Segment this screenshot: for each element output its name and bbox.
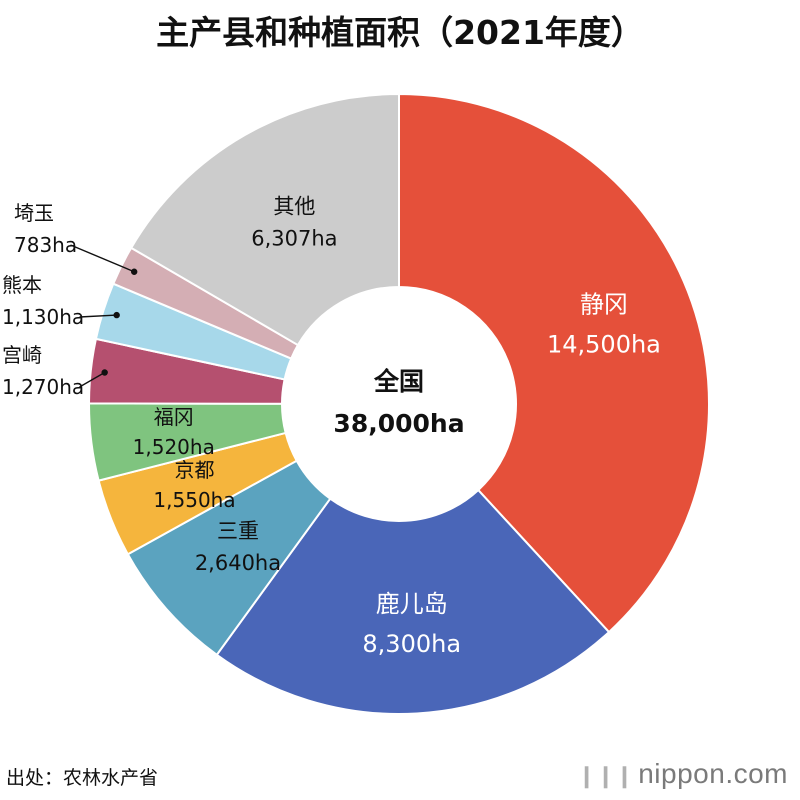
- slice-name-label: 熊本: [2, 273, 42, 297]
- slice-name-label: 京都: [175, 458, 215, 482]
- slice-value-label: 1,130ha: [2, 305, 84, 329]
- slice-name-label: 鹿儿岛: [376, 590, 448, 618]
- source-note: 出处：农林水产省: [6, 767, 159, 789]
- slice-1: [398, 92, 710, 634]
- center-label: 全国: [373, 367, 424, 396]
- slice-value-label: 1,550ha: [153, 488, 235, 512]
- slice-name-label: 静冈: [580, 290, 628, 318]
- leader-dot: [101, 369, 108, 376]
- slice-name-label: 其他: [273, 194, 315, 218]
- slice-value-label: 783ha: [14, 233, 77, 257]
- leader-line: [79, 314, 117, 318]
- slice-value-label: 14,500ha: [547, 330, 661, 358]
- leader-dot: [113, 311, 120, 319]
- center-total-label: 38,000ha: [333, 409, 464, 438]
- brand-name: nippon.com: [638, 758, 788, 789]
- leader-dot: [130, 268, 138, 275]
- slice-name-label: 三重: [217, 519, 259, 543]
- leader-line-group: [70, 244, 138, 388]
- slice-name-label: 福冈: [154, 405, 194, 429]
- slice-value-label: 2,640ha: [195, 551, 281, 575]
- slice-value-label: 6,307ha: [251, 226, 337, 250]
- leader-line: [79, 371, 106, 388]
- slice-value-label: 8,300ha: [362, 630, 461, 658]
- label-group: 静冈 14,500ha 鹿儿岛 8,300ha 三重 2,640ha 京都 1,550ha 福冈…: [2, 194, 661, 658]
- brand-logo[interactable]: ❙❙❙ nippon.com: [577, 758, 788, 790]
- slice-name-label: 宫崎: [2, 343, 42, 367]
- slice-2: [215, 488, 611, 715]
- slice-9: [129, 92, 400, 347]
- slice-name-label: 埼玉: [14, 201, 54, 225]
- chart-title: 主产县和种植面积（2021年度）: [156, 13, 644, 52]
- slice-group: [87, 92, 710, 715]
- brand-mark-icon: ❙❙❙: [577, 763, 635, 788]
- slice-value-label: 1,520ha: [133, 435, 215, 459]
- leader-line: [70, 244, 135, 273]
- slice-value-label: 1,270ha: [2, 375, 84, 399]
